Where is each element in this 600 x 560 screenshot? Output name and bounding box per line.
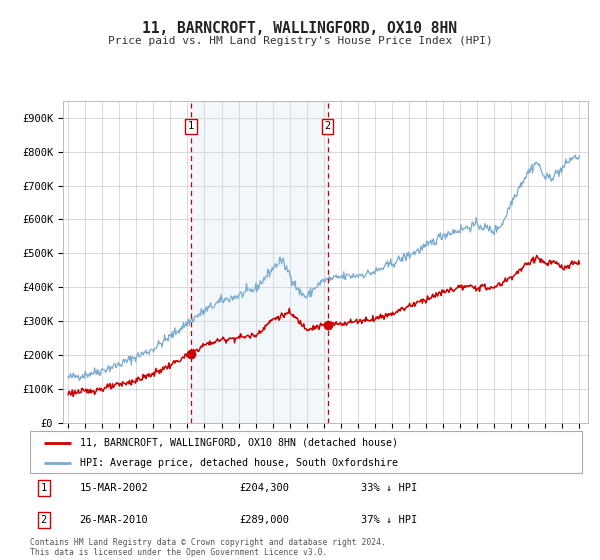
- Text: 1: 1: [41, 483, 47, 493]
- Text: 33% ↓ HPI: 33% ↓ HPI: [361, 483, 418, 493]
- Text: 37% ↓ HPI: 37% ↓ HPI: [361, 515, 418, 525]
- Text: £204,300: £204,300: [240, 483, 290, 493]
- Text: 15-MAR-2002: 15-MAR-2002: [80, 483, 148, 493]
- Text: 2: 2: [325, 121, 331, 131]
- Text: 11, BARNCROFT, WALLINGFORD, OX10 8HN (detached house): 11, BARNCROFT, WALLINGFORD, OX10 8HN (de…: [80, 438, 398, 448]
- Text: 1: 1: [188, 121, 194, 131]
- Text: Price paid vs. HM Land Registry's House Price Index (HPI): Price paid vs. HM Land Registry's House …: [107, 36, 493, 46]
- Text: 26-MAR-2010: 26-MAR-2010: [80, 515, 148, 525]
- FancyBboxPatch shape: [30, 431, 582, 473]
- Bar: [191, 101, 328, 423]
- Text: 11, BARNCROFT, WALLINGFORD, OX10 8HN: 11, BARNCROFT, WALLINGFORD, OX10 8HN: [143, 21, 458, 36]
- Text: 2: 2: [41, 515, 47, 525]
- Text: £289,000: £289,000: [240, 515, 290, 525]
- Text: HPI: Average price, detached house, South Oxfordshire: HPI: Average price, detached house, Sout…: [80, 458, 398, 468]
- Text: Contains HM Land Registry data © Crown copyright and database right 2024.
This d: Contains HM Land Registry data © Crown c…: [30, 538, 386, 557]
